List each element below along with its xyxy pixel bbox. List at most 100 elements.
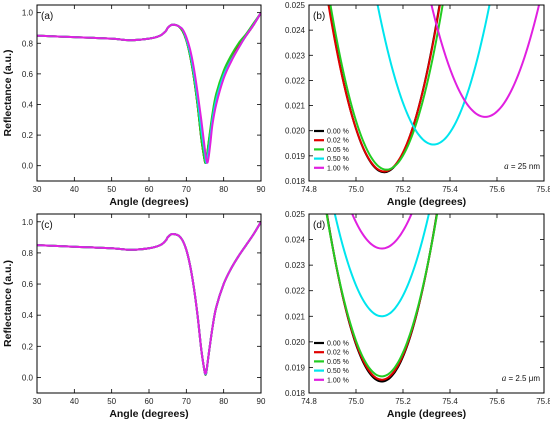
series-line-3 (37, 12, 261, 164)
series-line-5 (351, 214, 413, 250)
annotation-text: = 2.5 μm (506, 374, 540, 383)
plot-frame (308, 213, 545, 394)
x-tick-label: 75.6 (489, 185, 505, 194)
x-axis-label: Angle (degrees) (109, 196, 188, 208)
x-tick-label: 80 (219, 397, 228, 406)
y-tick-label: 1.0 (22, 218, 34, 227)
series-line-3 (325, 214, 439, 378)
x-tick-label: 60 (145, 185, 154, 194)
y-tick-label: 0.021 (285, 312, 306, 321)
x-tick-label: 75.8 (536, 397, 550, 406)
y-tick-label: 0.023 (285, 51, 306, 60)
x-tick-label: 74.8 (301, 397, 317, 406)
series-line-3 (329, 5, 444, 171)
x-tick-label: 75.2 (395, 397, 411, 406)
series-line-5 (430, 5, 541, 118)
x-tick-label: 70 (182, 397, 191, 406)
legend-label: 0.05 % (327, 147, 349, 154)
y-tick-label: 0.0 (22, 162, 34, 171)
panel-label: (c) (41, 220, 53, 231)
y-tick-label: 0.020 (285, 127, 306, 136)
x-tick-label: 30 (33, 397, 42, 406)
curves (37, 221, 261, 376)
panel-a: 30 40 50 60 70 80 90 0.0 0.2 0.4 0.6 0.8 1.0 Angle (d… (2, 4, 266, 208)
series-line-2 (325, 214, 438, 381)
x-tick-label: 90 (257, 185, 266, 194)
plot-frame (36, 213, 262, 394)
annotation: a = 2.5 μm (502, 373, 541, 383)
annotation-text: = 25 nm (509, 162, 541, 171)
y-tick-label: 1.0 (22, 9, 34, 18)
x-tick-label: 74.8 (301, 185, 317, 194)
series-line-5 (37, 12, 261, 164)
y-tick-label: 0.2 (22, 131, 34, 140)
y-tick-label: 0.4 (22, 100, 34, 109)
x-tick-label: 75.4 (442, 397, 458, 406)
series-line-4 (376, 5, 491, 146)
x-axis-label: Angle (degrees) (387, 196, 466, 208)
x-tick-label: 40 (70, 397, 79, 406)
y-tick-label: 0.2 (22, 342, 34, 351)
y-axis-label: Reflectance (a.u.) (2, 260, 14, 347)
y-tick-label: 0.023 (285, 261, 306, 270)
annotation: a = 25 nm (504, 161, 540, 171)
y-tick-label: 0.018 (285, 177, 306, 186)
curves (37, 12, 261, 165)
x-tick-label: 75.0 (348, 185, 364, 194)
y-axis-label: Reflectance (a.u.) (2, 50, 14, 137)
y-tick-label: 0.6 (22, 70, 34, 79)
x-tick-label: 90 (257, 397, 266, 406)
y-tick-label: 0.022 (285, 287, 306, 296)
y-tick-label: 0.025 (285, 210, 306, 219)
series-line-4 (333, 214, 430, 318)
series-line-1 (37, 12, 261, 165)
series-line-3 (37, 221, 261, 376)
legend-label: 0.02 % (327, 350, 349, 357)
series-line-2 (37, 221, 261, 376)
panel-b: 74.8 75.0 75.2 75.4 75.6 75.8 0.018 0.019 0.020 0… (285, 1, 550, 208)
x-tick-label: 75.4 (442, 185, 458, 194)
x-tick-label: 80 (219, 185, 228, 194)
panel-label: (d) (313, 220, 325, 231)
legend-label: 0.02 % (327, 138, 349, 145)
y-tick-label: 0.020 (285, 338, 306, 347)
x-tick-label: 40 (70, 185, 79, 194)
panel-c: 30 40 50 60 70 80 90 0.0 0.2 0.4 0.6 0.8 1.0 Angle (d… (2, 213, 266, 420)
series-line-1 (37, 221, 261, 376)
legend: 0.00 % 0.02 % 0.05 % 0.50 % 1.00 % (314, 129, 349, 172)
x-tick-label: 75.0 (348, 397, 364, 406)
curves (327, 5, 541, 174)
y-tick-label: 0.024 (285, 26, 306, 35)
y-tick-label: 0.021 (285, 102, 306, 111)
plot-frame (36, 4, 262, 182)
series-line-2 (327, 5, 441, 173)
x-tick-label: 30 (33, 185, 42, 194)
x-tick-label: 50 (107, 397, 116, 406)
x-axis-label: Angle (degrees) (387, 408, 466, 420)
legend-label: 0.50 % (327, 368, 349, 375)
y-tick-label: 0.019 (285, 363, 306, 372)
legend-label: 0.00 % (327, 129, 349, 136)
y-tick-label: 0.024 (285, 236, 306, 245)
x-tick-label: 70 (182, 185, 191, 194)
legend-label: 0.00 % (327, 341, 349, 348)
series-line-2 (37, 12, 261, 165)
x-axis-label: Angle (degrees) (109, 408, 188, 420)
x-tick-label: 75.8 (536, 185, 550, 194)
annotation-symbol: a (504, 161, 509, 171)
y-tick-label: 0.018 (285, 389, 306, 398)
plot-frame (308, 4, 545, 182)
curves (325, 214, 439, 383)
panel-label: (a) (41, 11, 53, 22)
y-tick-label: 0.8 (22, 39, 34, 48)
series-line-4 (37, 221, 261, 376)
x-tick-label: 75.2 (395, 185, 411, 194)
legend-label: 0.50 % (327, 156, 349, 163)
x-tick-label: 50 (107, 185, 116, 194)
y-tick-label: 0.022 (285, 76, 306, 85)
series-line-5 (37, 221, 261, 375)
x-tick-label: 75.6 (489, 397, 505, 406)
y-tick-label: 0.025 (285, 1, 306, 10)
y-tick-label: 0.8 (22, 249, 34, 258)
